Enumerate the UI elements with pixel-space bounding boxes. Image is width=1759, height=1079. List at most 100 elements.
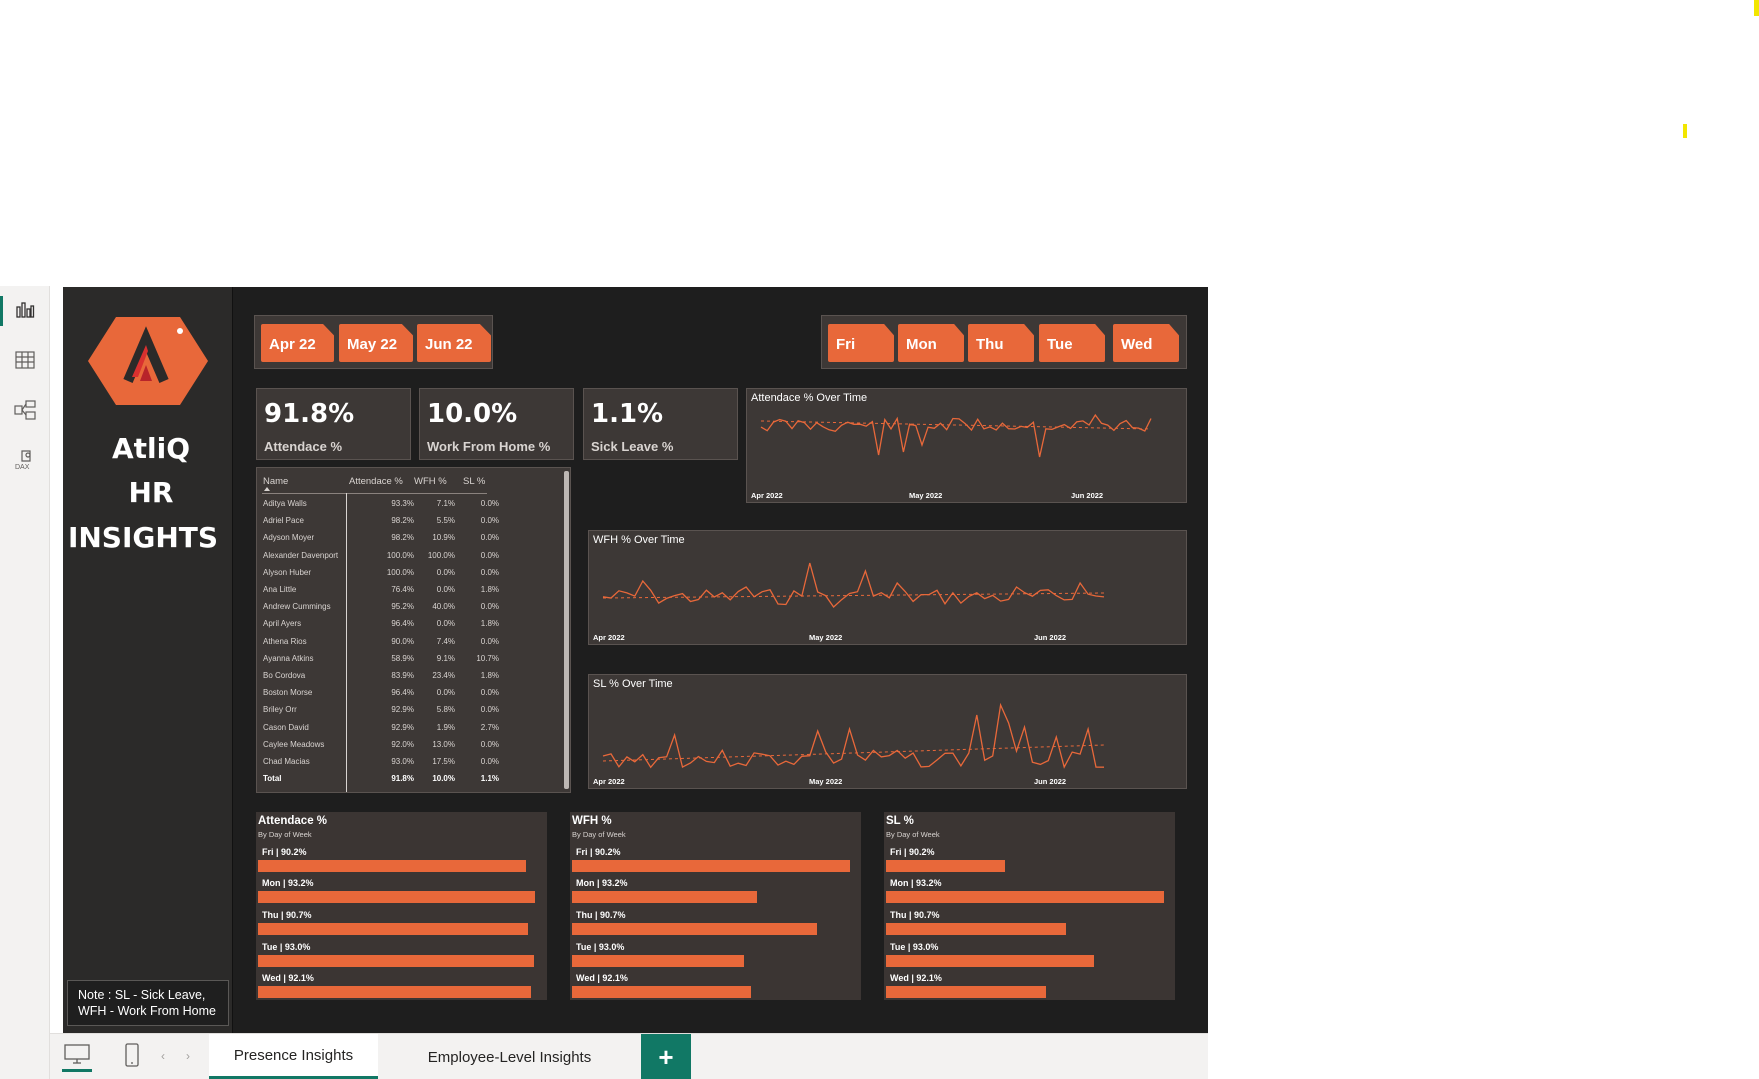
table-row[interactable]: Boston Morse 96.4% 0.0% 0.0%	[263, 688, 499, 705]
sort-ascending-icon	[264, 487, 270, 491]
table-row[interactable]: Ayanna Atkins 58.9% 9.1% 10.7%	[263, 654, 499, 671]
bar[interactable]	[572, 923, 817, 935]
table-row[interactable]: Cason David 92.9% 1.9% 2.7%	[263, 722, 499, 740]
month-chip[interactable]: Jun 22	[417, 324, 491, 362]
bar[interactable]	[258, 923, 528, 935]
kpi-label: Attendace %	[264, 439, 343, 454]
column-header-attendance[interactable]: Attendace %	[349, 476, 403, 487]
table-row[interactable]: Adyson Moyer 98.2% 10.9% 0.0%	[263, 533, 499, 550]
bar[interactable]	[572, 955, 744, 967]
table-cell: 1.8%	[480, 671, 499, 680]
table-cell: 83.9%	[391, 671, 414, 680]
table-scrollbar[interactable]	[564, 471, 569, 789]
x-tick: Apr 2022	[593, 777, 625, 786]
bar[interactable]	[572, 986, 751, 998]
atliq-logo	[88, 315, 208, 407]
table-cell: 10.7%	[476, 653, 499, 663]
table-total-row[interactable]: Total 91.8% 10.0% 1.1%	[263, 774, 499, 791]
x-tick: Jun 2022	[1034, 777, 1067, 786]
tab-presence-insights[interactable]: Presence Insights	[209, 1034, 378, 1079]
day-chip[interactable]: Mon	[898, 324, 964, 362]
table-row[interactable]: Bo Cordova 83.9% 23.4% 1.8%	[263, 671, 499, 688]
table-cell: 93.3%	[391, 499, 414, 508]
bar[interactable]	[886, 986, 1046, 998]
bar[interactable]	[258, 860, 526, 872]
sl-by-day-chart: SL % By Day of Week Fri | 90.2% Mon | 93…	[884, 812, 1175, 1000]
table-row[interactable]: Ana Little 76.4% 0.0% 1.8%	[263, 585, 499, 602]
scroll-right-icon[interactable]: ›	[186, 1049, 190, 1063]
add-page-button[interactable]: +	[641, 1034, 691, 1079]
day-chip[interactable]: Fri	[828, 324, 894, 362]
day-chip[interactable]: Tue	[1039, 324, 1105, 362]
table-row[interactable]: Alexander Davenport 100.0% 100.0% 0.0%	[263, 550, 499, 568]
column-header-name[interactable]: Name	[263, 476, 289, 487]
bar[interactable]	[572, 860, 850, 872]
kpi-card-attendance: 91.8% Attendace %	[256, 388, 411, 460]
column-header-sl[interactable]: SL %	[463, 476, 486, 487]
table-cell: 1.8%	[480, 619, 499, 629]
table-cell: 5.8%	[436, 705, 455, 715]
table-cell: Alexander Davenport	[263, 550, 339, 560]
x-tick: May 2022	[909, 491, 943, 500]
bar[interactable]	[258, 891, 535, 903]
table-cell: 1.9%	[436, 722, 455, 732]
column-header-wfh[interactable]: WFH %	[414, 476, 447, 487]
table-cell: Total	[263, 774, 282, 784]
bar[interactable]	[258, 986, 531, 998]
model-view-icon[interactable]	[0, 390, 50, 430]
table-cell: 0.0%	[480, 567, 499, 577]
x-tick: Jun 2022	[1071, 491, 1104, 500]
table-cell: Caylee Meadows	[263, 739, 325, 749]
bar-label: Wed | 92.1%	[576, 973, 628, 983]
table-cell: Andrew Cummings	[263, 602, 331, 612]
table-row[interactable]: Adriel Pace 98.2% 5.5% 0.0%	[263, 516, 499, 533]
table-cell: 0.0%	[480, 499, 499, 508]
bar[interactable]	[886, 923, 1066, 935]
side-panel: AtliQ HR INSIGHTS Note : SL - Sick Leave…	[63, 287, 233, 1033]
table-cell: Aditya Walls	[263, 499, 307, 508]
plus-icon: +	[658, 1041, 674, 1072]
bar-label: Fri | 90.2%	[262, 847, 307, 857]
table-row[interactable]: Caylee Meadows 92.0% 13.0% 0.0%	[263, 739, 499, 757]
table-row[interactable]: Athena Rios 90.0% 7.4% 0.0%	[263, 637, 499, 654]
bar-label: Fri | 90.2%	[890, 847, 935, 857]
month-chip[interactable]: Apr 22	[261, 324, 334, 362]
dax-query-view-icon[interactable]: DAX	[0, 440, 50, 480]
view-switcher: DAX	[0, 286, 50, 1079]
report-view-icon[interactable]	[0, 290, 50, 330]
bar-label: Tue | 93.0%	[262, 942, 311, 952]
scroll-left-icon[interactable]: ‹	[161, 1049, 165, 1063]
bar[interactable]	[572, 891, 757, 903]
table-row[interactable]: Andrew Cummings 95.2% 40.0% 0.0%	[263, 602, 499, 619]
table-cell: 92.9%	[391, 705, 414, 715]
mobile-layout-icon[interactable]	[122, 1042, 142, 1075]
table-row[interactable]: Aditya Walls 93.3% 7.1% 0.0%	[263, 499, 499, 516]
day-chip[interactable]: Wed	[1113, 324, 1179, 362]
table-row[interactable]: April Ayers 96.4% 0.0% 1.8%	[263, 619, 499, 636]
bar[interactable]	[258, 955, 534, 967]
table-cell: Ana Little	[263, 585, 297, 594]
trend-series-line	[602, 702, 1105, 769]
table-cell: 17.5%	[432, 757, 455, 766]
bar[interactable]	[886, 955, 1094, 967]
bar[interactable]	[886, 860, 1005, 872]
x-tick: May 2022	[809, 633, 843, 642]
table-view-icon[interactable]	[0, 340, 50, 380]
wfh-over-time-chart: WFH % Over Time Apr 2022 May 2022 Jun 20…	[588, 530, 1187, 645]
trend-series-line	[760, 413, 1152, 458]
desktop-layout-icon[interactable]	[62, 1042, 92, 1072]
table-row[interactable]: Briley Orr 92.9% 5.8% 0.0%	[263, 705, 499, 722]
table-cell: 0.0%	[436, 585, 455, 594]
table-cell: Adriel Pace	[263, 516, 304, 526]
table-cell: 93.0%	[391, 757, 414, 766]
table-row[interactable]: Alyson Huber 100.0% 0.0% 0.0%	[263, 568, 499, 585]
bar[interactable]	[886, 891, 1164, 903]
table-cell: 0.0%	[436, 619, 455, 629]
table-cell: 100.0%	[386, 550, 414, 560]
table-cell: 0.0%	[480, 705, 499, 715]
table-row[interactable]: Chad Macias 93.0% 17.5% 0.0%	[263, 757, 499, 774]
table-cell: Cason David	[263, 722, 309, 732]
day-chip[interactable]: Thu	[968, 324, 1034, 362]
tab-employee-level-insights[interactable]: Employee-Level Insights	[427, 1048, 592, 1066]
month-chip[interactable]: May 22	[339, 324, 413, 362]
